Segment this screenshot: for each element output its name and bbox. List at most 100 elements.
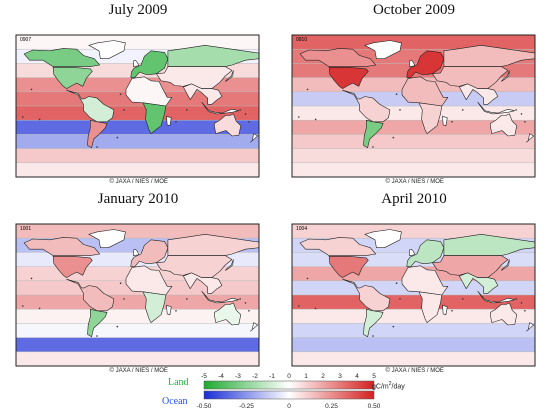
land-japan bbox=[225, 70, 234, 82]
land-region-europe bbox=[406, 239, 445, 267]
island-dot bbox=[248, 310, 250, 312]
land-japan bbox=[225, 259, 234, 271]
map-frame bbox=[15, 34, 260, 178]
island-dot bbox=[520, 302, 523, 304]
map-code-label: 1001 bbox=[20, 226, 31, 232]
ocean-tick-label: 0 bbox=[287, 403, 291, 410]
ocean-band-9 bbox=[292, 337, 535, 352]
land-region-temperate-sa bbox=[87, 119, 108, 149]
island-dot bbox=[392, 136, 395, 139]
island-dot bbox=[123, 109, 125, 111]
land-greenland bbox=[88, 40, 126, 60]
land-tick-label: 3 bbox=[338, 373, 342, 380]
island-dot bbox=[244, 113, 247, 115]
map-frame bbox=[291, 223, 536, 367]
land-region-n-africa bbox=[401, 265, 449, 296]
land-tick-label: -3 bbox=[235, 373, 241, 380]
land-region-n-africa bbox=[401, 76, 449, 107]
map-credit: © JAXA / NIES / MOE bbox=[110, 367, 168, 374]
island-dot bbox=[116, 136, 119, 139]
land-tick-label: -5 bbox=[201, 373, 207, 380]
land-region-temperate-na bbox=[52, 255, 93, 278]
land-nz bbox=[250, 322, 259, 332]
land-uk bbox=[409, 59, 416, 67]
island-dot bbox=[524, 310, 526, 312]
island-dot bbox=[22, 305, 24, 307]
land-region-australia bbox=[490, 113, 518, 137]
ocean-band-10 bbox=[292, 162, 535, 177]
land-region-boreal-na bbox=[299, 237, 376, 256]
ocean-band-10 bbox=[16, 351, 259, 366]
land-region-boreal-na bbox=[23, 48, 100, 67]
island-dot bbox=[30, 88, 33, 91]
island-dot bbox=[22, 116, 24, 118]
land-tick-label: 5 bbox=[372, 373, 376, 380]
land-madagascar bbox=[166, 304, 172, 316]
panel-title-january-2010: January 2010 bbox=[97, 191, 179, 207]
land-indonesia bbox=[201, 101, 239, 115]
colorbar-legend: -5 -4 -3 -2 -1 0 1 2 3 4 5 -0.50 -0.25 0 0.25 0.50 bbox=[197, 373, 381, 410]
land-region-boreal-na bbox=[23, 237, 100, 256]
land-tick-label: 1 bbox=[304, 373, 308, 380]
panel-title-april-2010: April 2010 bbox=[381, 191, 447, 207]
land-region-tropical-sa bbox=[342, 89, 391, 123]
island-dot bbox=[462, 298, 464, 300]
land-indonesia bbox=[477, 101, 515, 115]
land-indonesia bbox=[477, 290, 515, 304]
land-region-tropical-sa bbox=[66, 89, 115, 123]
legend-ocean-label: Ocean bbox=[162, 396, 188, 407]
island-dot bbox=[462, 109, 464, 111]
land-region-australia bbox=[214, 302, 242, 326]
ocean-band-7 bbox=[292, 120, 535, 135]
island-dot bbox=[239, 109, 241, 111]
map-frame bbox=[15, 223, 260, 367]
ocean-tick-label: -0.50 bbox=[197, 403, 212, 410]
land-region-temperate-sa bbox=[363, 308, 384, 338]
land-madagascar bbox=[442, 115, 448, 127]
island-dot bbox=[298, 116, 300, 118]
ocean-band-9 bbox=[16, 148, 259, 163]
ocean-tick-labels: -0.50 -0.25 0 0.25 0.50 bbox=[197, 403, 381, 410]
ocean-band-7 bbox=[292, 309, 535, 324]
island-dot bbox=[524, 121, 526, 123]
land-nz bbox=[526, 133, 535, 143]
land-region-temperate-asia bbox=[156, 255, 233, 278]
ocean-band-7 bbox=[16, 309, 259, 324]
island-dot bbox=[395, 93, 398, 95]
land-uk bbox=[133, 248, 140, 256]
island-dot bbox=[248, 121, 250, 123]
land-tick-labels: -5 -4 -3 -2 -1 0 1 2 3 4 5 bbox=[201, 373, 376, 380]
island-dot bbox=[119, 282, 122, 284]
ocean-band-6 bbox=[292, 106, 535, 121]
land-madagascar bbox=[166, 115, 172, 127]
land-tick-label: 2 bbox=[321, 373, 325, 380]
panel-title-october-2009: October 2009 bbox=[372, 2, 456, 18]
island-dot bbox=[175, 310, 177, 312]
island-dot bbox=[186, 109, 188, 111]
land-region-temperate-asia bbox=[432, 255, 509, 278]
ocean-band-10 bbox=[292, 351, 535, 366]
land-region-temperate-na bbox=[328, 255, 369, 278]
flux-map-april-2010: 1004 © JAXA / NIES / MOE bbox=[286, 216, 541, 374]
island-dot bbox=[314, 307, 317, 310]
land-greenland bbox=[88, 229, 126, 249]
legend-land-label: Land bbox=[168, 377, 189, 388]
land-region-temperate-na bbox=[328, 66, 369, 89]
land-region-tropical-asia bbox=[183, 83, 223, 105]
island-dot bbox=[306, 88, 309, 91]
ocean-band-6 bbox=[16, 295, 259, 310]
island-dot bbox=[515, 298, 517, 300]
flux-map-january-2010: 1001 © JAXA / NIES / MOE bbox=[10, 216, 265, 374]
land-region-boreal-na bbox=[299, 48, 376, 67]
island-dot bbox=[314, 118, 317, 121]
island-dot bbox=[451, 310, 453, 312]
map-code-label: 1004 bbox=[296, 226, 307, 232]
land-japan bbox=[501, 70, 510, 82]
island-dot bbox=[515, 109, 517, 111]
land-region-temperate-asia bbox=[432, 66, 509, 89]
land-region-tropical-sa bbox=[66, 278, 115, 312]
land-region-tropical-asia bbox=[459, 83, 499, 105]
land-region-n-africa bbox=[125, 265, 173, 296]
ocean-band-1 bbox=[16, 35, 259, 50]
land-region-australia bbox=[214, 113, 242, 137]
